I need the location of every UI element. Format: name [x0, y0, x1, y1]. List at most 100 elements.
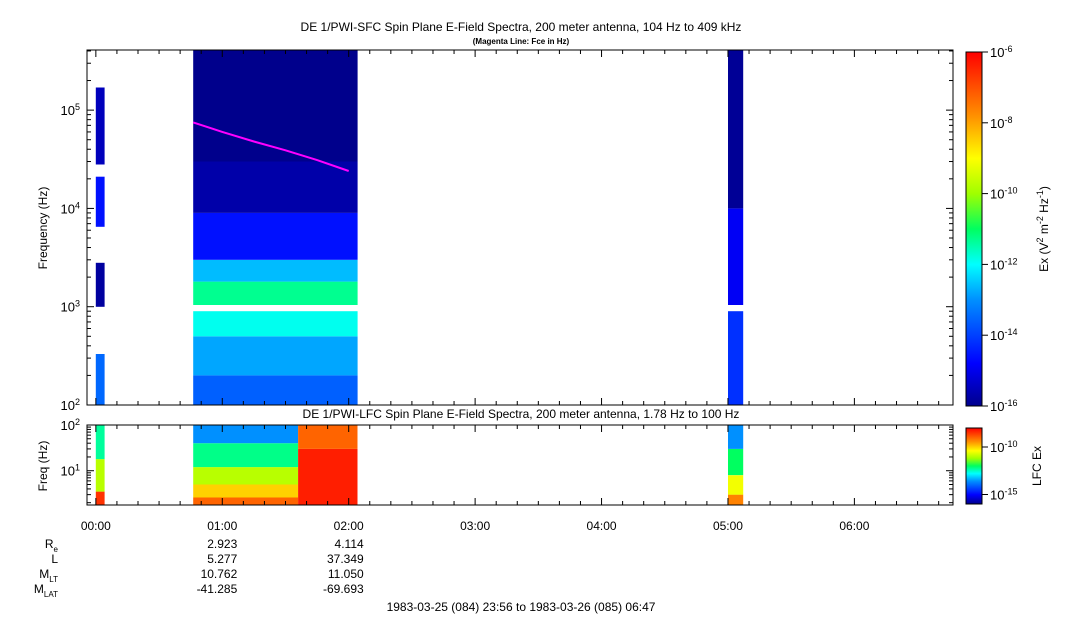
sfc-cb-tick-label-exp: -8: [1004, 115, 1012, 125]
ephemeris-row-label-main: M: [39, 567, 49, 581]
sfc-ytick-label-base: 10: [61, 201, 75, 216]
sfc-x-ticks: [95, 50, 940, 405]
lfc-title: DE 1/PWI-LFC Spin Plane E-Field Spectra,…: [303, 407, 740, 421]
lfc-cell-0-2: [95, 425, 105, 460]
sfc-cb-tick-label-exp: -14: [1004, 327, 1017, 337]
sfc-cb-tick-label-base: 10: [990, 399, 1004, 414]
lfc-ylabel: Freq (Hz): [36, 441, 50, 492]
sfc-cell-0-0: [95, 354, 105, 405]
lfc-cell-1-4: [193, 425, 299, 444]
lfc-cell-1-2: [193, 467, 299, 485]
sfc-ylabel: Frequency (Hz): [36, 187, 50, 270]
ephemeris-row-label-sub: LT: [49, 575, 58, 584]
lfc-ytick-label-exp: 1: [75, 463, 80, 473]
sfc-cb-tick-label: 10-6: [990, 44, 1012, 60]
lfc-cell-1-1: [193, 484, 299, 498]
sfc-colorbar-label-part: 2: [1035, 238, 1045, 243]
sfc-cell-1-5: [193, 212, 358, 260]
sfc-ytick-label: 105: [61, 102, 80, 118]
sfc-plot-frame: [86, 49, 954, 406]
lfc-cell-0-0: [95, 491, 105, 505]
x-tick-label: 00:00: [81, 519, 111, 533]
sfc-ytick-label-base: 10: [61, 300, 75, 315]
x-tick-label: 06:00: [839, 519, 869, 533]
sfc-cell-1-6: [193, 161, 358, 213]
sfc-cell-2-0: [728, 311, 744, 405]
lfc-plot-frame: [86, 424, 954, 506]
sfc-colorbar-label-part: ): [1037, 186, 1051, 190]
sfc-colorbar: [965, 51, 983, 407]
sfc-cell-1-2: [193, 311, 358, 337]
ephemeris-value: -69.693: [323, 582, 364, 596]
lfc-cell-3-1: [728, 475, 744, 495]
sfc-cb-tick-label-base: 10: [990, 257, 1004, 272]
sfc-cell-0-2: [95, 176, 105, 227]
sfc-cb-tick-label: 10-14: [990, 327, 1017, 343]
sfc-cb-tick-label: 10-12: [990, 256, 1017, 272]
lfc-cell-1-0: [193, 497, 299, 505]
lfc-cb-tick-label: 10-10: [990, 439, 1017, 455]
sfc-cb-tick-label-base: 10: [990, 45, 1004, 60]
ephemeris-value: 11.050: [328, 567, 364, 581]
x-tick-label: 01:00: [207, 519, 237, 533]
ephemeris-value: 37.349: [327, 552, 364, 566]
lfc-colorbar-ticks: 10-15 10-10: [982, 439, 1017, 503]
lfc-cell-0-1: [95, 459, 105, 492]
sfc-cell-2-1: [728, 208, 744, 305]
ephemeris-row-label-main: M: [34, 582, 44, 596]
sfc-cb-tick-label: 10-8: [990, 115, 1012, 131]
sfc-ytick-label-base: 10: [61, 103, 75, 118]
x-tick-label: 04:00: [587, 519, 617, 533]
ephemeris-value: 5.277: [207, 552, 237, 566]
sfc-colorbar-label-part: Ex (V: [1037, 243, 1051, 272]
lfc-ytick-label: 101: [61, 463, 80, 479]
sfc-cb-tick-label-exp: -6: [1004, 44, 1012, 54]
sfc-cell-1-3: [193, 281, 358, 305]
sfc-ytick-label-exp: 4: [75, 200, 80, 210]
sfc-title: DE 1/PWI-SFC Spin Plane E-Field Spectra,…: [301, 20, 742, 34]
sfc-colorbar-label-part: m: [1037, 224, 1051, 237]
lfc-cell-1-3: [193, 443, 299, 468]
ephemeris-row-label: Re: [45, 537, 59, 554]
lfc-ytick-label: 102: [61, 417, 80, 433]
lfc-ytick-label-base: 10: [61, 418, 75, 433]
lfc-cb-tick-label-exp: -10: [1004, 439, 1017, 449]
lfc-spectrogram: [95, 425, 744, 505]
sfc-cell-1-0: [193, 375, 358, 405]
lfc-ytick-label-exp: 2: [75, 417, 80, 427]
sfc-cb-tick-label-exp: -16: [1004, 398, 1017, 408]
lfc-colorbar-label: LFC Ex: [1030, 446, 1044, 486]
lfc-cb-tick-label: 10-15: [990, 487, 1017, 503]
sfc-colorbar-label-part: -1: [1035, 190, 1045, 198]
ephemeris-row-label-sub: e: [54, 545, 59, 554]
sfc-cell-1-1: [193, 336, 358, 376]
sfc-cb-tick-label-exp: -12: [1004, 256, 1017, 266]
sfc-spectrogram: [95, 50, 744, 405]
sfc-cb-tick-label-base: 10: [990, 116, 1004, 131]
ephemeris-table: ReLMLTMLAT2.9235.27710.762-41.2854.11437…: [34, 537, 364, 599]
sfc-ytick-label-exp: 2: [75, 397, 80, 407]
sfc-cb-tick-label-exp: -10: [1004, 186, 1017, 196]
ephemeris-row-label-main: R: [45, 537, 54, 551]
sfc-cell-1-7: [193, 50, 358, 162]
ephemeris-row-label-main: L: [51, 552, 58, 566]
sfc-ytick-label: 103: [61, 299, 80, 315]
ephemeris-row-label-sub: LAT: [44, 590, 58, 599]
sfc-cb-tick-label-base: 10: [990, 187, 1004, 202]
sfc-cell-2-2: [728, 50, 744, 209]
lfc-cell-3-3: [728, 425, 744, 449]
x-tick-label: 05:00: [713, 519, 743, 533]
ephemeris-value: 2.923: [207, 537, 237, 551]
sfc-cb-tick-label: 10-10: [990, 186, 1017, 202]
lfc-colorbar: [965, 427, 983, 505]
x-tick-label: 03:00: [460, 519, 490, 533]
sfc-cell-1-4: [193, 259, 358, 282]
lfc-cell-3-0: [728, 494, 744, 505]
sfc-ytick-label: 102: [61, 397, 80, 413]
ephemeris-value: 4.114: [335, 537, 364, 551]
lfc-cb-tick-label-exp: -15: [1004, 487, 1017, 497]
